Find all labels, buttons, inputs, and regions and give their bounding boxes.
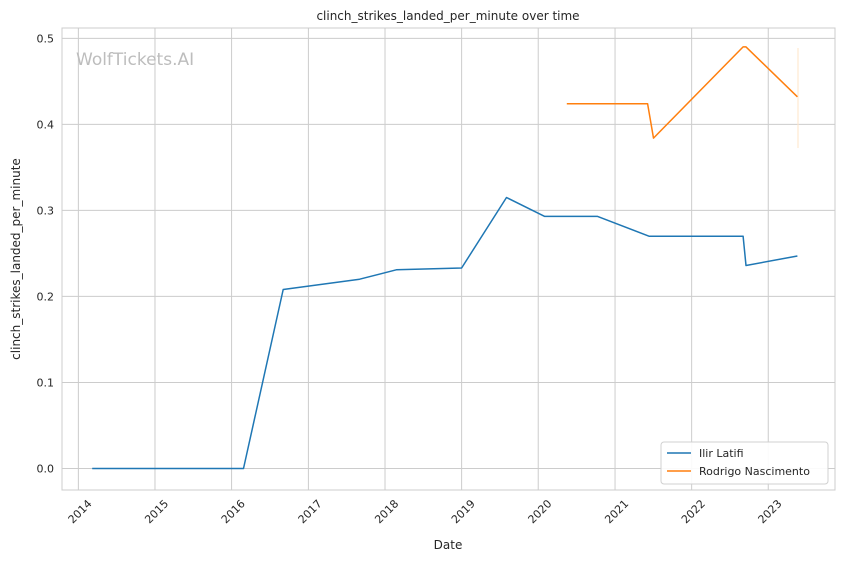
x-tick-label: 2022 [679, 497, 708, 526]
y-tick-label: 0.2 [37, 290, 55, 303]
y-tick-labels: 0.0 0.1 0.2 0.3 0.4 0.5 [37, 32, 55, 475]
y-tick-label: 0.5 [37, 32, 55, 45]
x-tick-label: 2023 [756, 497, 785, 526]
grid-lines [62, 28, 835, 490]
x-tick-label: 2016 [219, 497, 248, 526]
y-tick-label: 0.3 [37, 204, 55, 217]
y-tick-label: 0.1 [37, 376, 55, 389]
x-tick-label: 2018 [372, 497, 401, 526]
legend-label-rodrigo-nascimento: Rodrigo Nascimento [699, 465, 810, 478]
x-tick-labels: 2014 2015 2016 2017 2018 2019 2020 2021 2022 2023 [66, 497, 785, 526]
series-line-rodrigo-nascimento [566, 46, 798, 139]
legend-label-ilir-latifi: Ilir Latifi [699, 447, 744, 460]
x-tick-label: 2019 [449, 497, 478, 526]
legend: Ilir Latifi Rodrigo Nascimento [660, 441, 829, 485]
series-line-ilir-latifi [92, 196, 798, 470]
x-tick-label: 2020 [525, 497, 554, 526]
x-tick-label: 2014 [66, 497, 95, 526]
chart-title: clinch_strikes_landed_per_minute over ti… [316, 9, 579, 23]
legend-box [660, 441, 829, 485]
y-tick-label: 0.4 [37, 118, 55, 131]
x-tick-label: 2021 [602, 497, 631, 526]
y-axis-label: clinch_strikes_landed_per_minute [9, 158, 23, 360]
y-tick-label: 0.0 [37, 462, 55, 475]
watermark-text: WolfTickets.AI [76, 50, 194, 70]
series-lines [92, 46, 798, 470]
x-axis-label: Date [434, 538, 463, 552]
x-tick-label: 2015 [142, 497, 171, 526]
x-tick-label: 2017 [296, 497, 325, 526]
plot-frame [61, 27, 836, 491]
